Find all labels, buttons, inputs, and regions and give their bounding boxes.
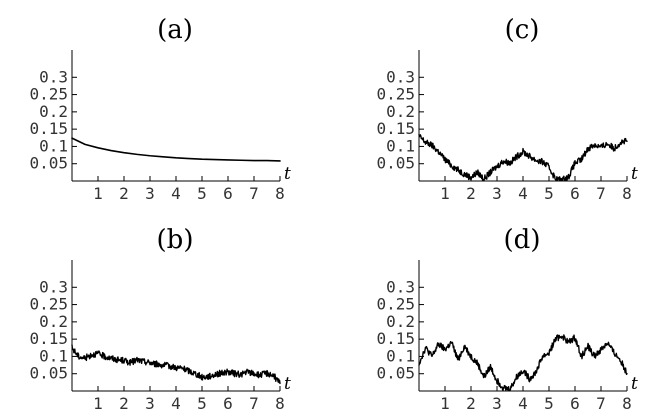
x-tick-label: 4 [518, 184, 528, 203]
y-tick-label: 0.3 [386, 277, 415, 296]
panel-title: (a) [157, 15, 193, 45]
x-tick-label: 3 [492, 394, 502, 410]
y-tick-label: 0.3 [39, 67, 68, 86]
panel-c: (c) 0.050.10.150.20.250.3 1 2 3 4 5 6 7 8 t [376, 15, 638, 203]
y-tick-label: 0.2 [39, 102, 68, 121]
x-tick-label: 8 [622, 184, 632, 203]
y-tick-label: 0.05 [29, 154, 68, 173]
x-tick-label: 6 [570, 394, 580, 410]
panel-title: (c) [505, 15, 540, 45]
x-tick-label: 5 [544, 394, 554, 410]
x-tick-label: 7 [249, 394, 259, 410]
series-line [418, 133, 628, 182]
y-tick-label: 0.05 [29, 364, 68, 383]
y-tick-label: 0.15 [376, 119, 415, 138]
panel-title: (d) [504, 225, 541, 255]
y-tick-label: 0.3 [386, 67, 415, 86]
y-tick-label: 0.2 [386, 102, 415, 121]
x-tick-label: 2 [466, 394, 476, 410]
x-tick-label: 3 [492, 184, 502, 203]
y-tick-label: 0.3 [39, 277, 68, 296]
series-line [418, 334, 628, 392]
x-tick-label: 8 [275, 394, 285, 410]
y-tick-label: 0.25 [29, 85, 68, 104]
x-tick-label: 1 [93, 394, 103, 410]
y-tick-label: 0.15 [29, 329, 68, 348]
y-tick-label: 0.1 [39, 346, 68, 365]
x-tick-label: 7 [596, 394, 606, 410]
panel-b: (b) 0.050.10.150.20.250.3 1 2 3 4 5 6 7 8 t [29, 225, 291, 410]
x-tick-label: 1 [440, 184, 450, 203]
x-tick-label: 6 [223, 394, 233, 410]
panel-d: (d) 0.050.10.150.20.250.3 1 2 3 4 5 6 7 8 t [376, 225, 638, 410]
x-tick-label: 2 [119, 394, 129, 410]
y-tick-label: 0.2 [39, 312, 68, 331]
x-tick-label: 3 [145, 184, 155, 203]
y-tick-label: 0.1 [39, 136, 68, 155]
y-tick-label: 0.05 [376, 364, 415, 383]
x-axis-title: t [284, 164, 291, 184]
y-tick-label: 0.25 [376, 85, 415, 104]
x-tick-label: 2 [466, 184, 476, 203]
x-tick-label: 1 [93, 184, 103, 203]
x-tick-label: 4 [171, 184, 181, 203]
x-tick-label: 4 [518, 394, 528, 410]
panel-title: (b) [157, 225, 194, 255]
x-tick-label: 5 [544, 184, 554, 203]
y-tick-label: 0.1 [386, 346, 415, 365]
x-axis-title: t [631, 374, 638, 394]
y-tick-label: 0.2 [386, 312, 415, 331]
x-tick-label: 5 [197, 184, 207, 203]
x-axis-title: t [284, 374, 291, 394]
y-tick-label: 0.25 [376, 295, 415, 314]
panel-a: (a) 0.050.10.150.20.250.3 1 2 3 4 5 6 7 8 t [29, 15, 291, 203]
x-tick-label: 3 [145, 394, 155, 410]
x-tick-label: 6 [570, 184, 580, 203]
x-tick-label: 8 [622, 394, 632, 410]
x-tick-label: 6 [223, 184, 233, 203]
x-tick-label: 5 [197, 394, 207, 410]
x-tick-label: 2 [119, 184, 129, 203]
x-tick-label: 8 [275, 184, 285, 203]
x-axis-title: t [631, 164, 638, 184]
y-tick-label: 0.05 [376, 154, 415, 173]
x-tick-label: 7 [249, 184, 259, 203]
x-tick-label: 4 [171, 394, 181, 410]
x-tick-label: 7 [596, 184, 606, 203]
y-tick-label: 0.25 [29, 295, 68, 314]
series-line [71, 137, 281, 162]
series-line [71, 344, 281, 385]
y-tick-label: 0.1 [386, 136, 415, 155]
y-tick-label: 0.15 [29, 119, 68, 138]
y-tick-label: 0.15 [376, 329, 415, 348]
x-tick-label: 1 [440, 394, 450, 410]
